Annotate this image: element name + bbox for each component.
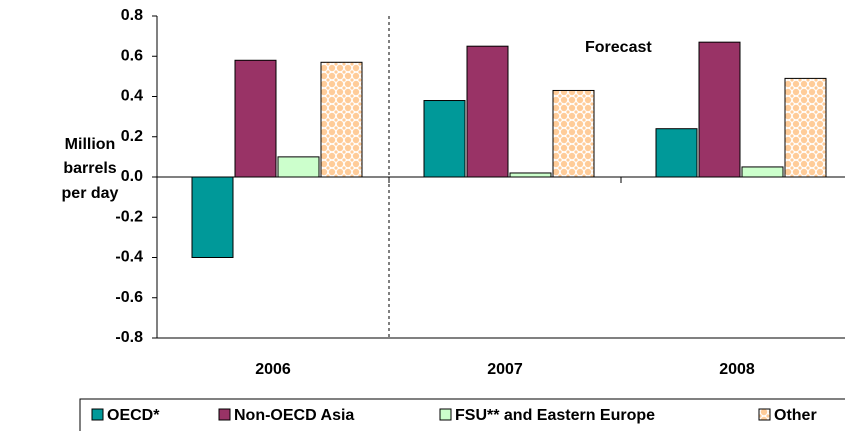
legend-swatch bbox=[439, 408, 452, 421]
legend-box bbox=[79, 398, 845, 431]
y-tick-label: -0.8 bbox=[115, 329, 143, 346]
y-tick-label: 0.0 bbox=[121, 168, 143, 185]
annotation: Forecast bbox=[585, 39, 652, 56]
y-tick-label: 0.8 bbox=[121, 7, 143, 24]
y-axis-label: Million bbox=[65, 136, 116, 153]
y-tick-label: -0.4 bbox=[115, 249, 143, 266]
y-tick-label: 0.2 bbox=[121, 128, 143, 145]
bar bbox=[466, 45, 509, 178]
bar bbox=[509, 172, 552, 178]
x-tick-label: 2007 bbox=[487, 361, 523, 378]
bar bbox=[277, 156, 320, 178]
bar bbox=[234, 59, 277, 178]
legend-label: Other bbox=[774, 407, 817, 424]
y-tick-label: 0.6 bbox=[121, 47, 143, 64]
y-axis-label: barrels bbox=[63, 160, 116, 177]
x-tick-label: 2008 bbox=[719, 361, 755, 378]
y-tick-label: -0.2 bbox=[115, 208, 143, 225]
legend-label: OECD* bbox=[107, 407, 160, 424]
bar bbox=[655, 128, 698, 178]
bar bbox=[191, 176, 234, 258]
bar bbox=[741, 166, 784, 178]
bar bbox=[423, 100, 466, 178]
bar bbox=[320, 61, 363, 178]
bar bbox=[784, 77, 827, 178]
y-tick-label: 0.4 bbox=[121, 88, 143, 105]
legend-swatch bbox=[218, 408, 231, 421]
legend-swatch bbox=[758, 408, 771, 421]
y-tick-label: -0.6 bbox=[115, 289, 143, 306]
legend-label: FSU** and Eastern Europe bbox=[455, 407, 655, 424]
bar bbox=[698, 41, 741, 178]
x-tick-label: 2006 bbox=[255, 361, 291, 378]
bar bbox=[552, 89, 595, 178]
legend-label: Non-OECD Asia bbox=[234, 407, 354, 424]
legend-swatch bbox=[91, 408, 104, 421]
y-axis-label: per day bbox=[62, 185, 119, 202]
